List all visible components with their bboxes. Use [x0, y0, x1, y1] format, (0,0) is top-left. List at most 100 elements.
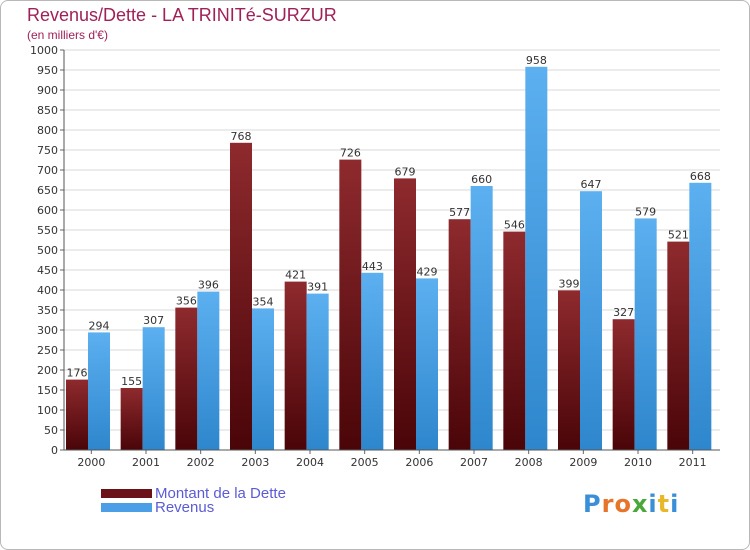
x-axis-ticks: 2000 2001 2002 2003 2004 2005 2006 2007 2008 2009… — [77, 450, 707, 469]
x-tick-label: 2008 — [515, 456, 543, 469]
value-label: 294 — [89, 319, 110, 332]
x-tick-label: 2010 — [624, 456, 652, 469]
x-tick-label: 2001 — [132, 456, 160, 469]
axes — [63, 50, 720, 451]
value-label: 429 — [417, 265, 438, 278]
value-label: 577 — [449, 206, 470, 219]
x-tick-label: 2009 — [569, 456, 597, 469]
y-tick-label: 800 — [37, 124, 58, 137]
value-label: 396 — [198, 279, 219, 292]
y-tick-label: 0 — [51, 444, 58, 457]
value-label: 155 — [121, 375, 142, 388]
value-label: 176 — [67, 367, 88, 380]
bar-dette — [667, 241, 690, 450]
y-tick-label: 650 — [37, 184, 58, 197]
chart-subtitle: (en milliers d'€) — [27, 28, 108, 42]
x-tick-label: 2000 — [77, 456, 105, 469]
bar-dette — [230, 142, 252, 451]
value-label: 546 — [504, 219, 525, 232]
value-label: 391 — [307, 281, 328, 294]
y-tick-label: 500 — [37, 244, 58, 257]
value-label: 307 — [143, 314, 164, 327]
proxiti-logo: Proxiti — [583, 490, 679, 518]
logo-letter: i — [648, 490, 658, 518]
y-tick-label: 600 — [37, 204, 58, 217]
bar-revenus — [689, 182, 712, 451]
value-label: 726 — [340, 147, 361, 160]
value-label: 327 — [613, 306, 634, 319]
bar-dette — [66, 379, 88, 450]
value-label: 443 — [362, 260, 383, 273]
bar-revenus — [580, 191, 602, 450]
bar-dette — [120, 388, 143, 450]
bar-revenus — [361, 272, 384, 450]
x-tick-label: 2006 — [405, 456, 433, 469]
y-tick-label: 100 — [37, 404, 58, 417]
y-tick-label: 400 — [37, 284, 58, 297]
x-tick-label: 2005 — [351, 456, 379, 469]
legend-label-dette: Montant de la Dette — [155, 485, 286, 502]
bar-revenus — [142, 327, 165, 450]
bar-dette — [612, 319, 635, 450]
y-tick-label: 850 — [37, 104, 58, 117]
bar-revenus — [525, 66, 548, 451]
value-label: 521 — [668, 229, 689, 242]
value-label: 958 — [526, 54, 547, 67]
legend-swatch-revenus — [101, 503, 152, 512]
y-tick-label: 200 — [37, 364, 58, 377]
bar-dette — [394, 178, 416, 450]
y-tick-label: 250 — [37, 344, 58, 357]
y-tick-label: 750 — [37, 144, 58, 157]
legend-swatch-dette — [101, 489, 152, 498]
logo-letter: x — [631, 490, 649, 518]
bar-dette — [284, 281, 307, 450]
chart-title: Revenus/Dette - LA TRINITé-SURZUR — [27, 5, 337, 25]
x-tick-label: 2011 — [679, 456, 707, 469]
bar-dette — [339, 159, 362, 450]
value-label: 399 — [559, 277, 580, 290]
x-tick-label: 2003 — [241, 456, 269, 469]
value-label: 579 — [635, 205, 656, 218]
bar-dette — [558, 290, 580, 450]
grid-lines — [64, 49, 720, 431]
logo-letter: i — [670, 490, 680, 518]
value-label: 768 — [231, 130, 252, 143]
logo-letter: o — [614, 490, 632, 518]
bar-dette — [448, 219, 471, 450]
value-label: 647 — [581, 178, 602, 191]
bar-revenus — [88, 332, 110, 450]
y-tick-label: 900 — [37, 84, 58, 97]
value-label: 668 — [690, 170, 711, 183]
logo-letter: r — [601, 490, 615, 518]
y-tick-label: 700 — [37, 164, 58, 177]
y-axis-ticks: 0 50 100 150 200 250 300 350 400 450 500 550 600 650 7… — [30, 44, 64, 457]
y-tick-label: 950 — [37, 64, 58, 77]
bar-dette — [503, 231, 526, 450]
y-tick-label: 50 — [44, 424, 58, 437]
bar-revenus — [306, 293, 329, 450]
y-tick-label: 300 — [37, 324, 58, 337]
y-tick-label: 1000 — [30, 44, 58, 57]
bar-dette — [175, 307, 198, 450]
bar-revenus — [470, 186, 493, 450]
bar-revenus — [252, 308, 274, 450]
value-label: 660 — [471, 173, 492, 186]
x-tick-label: 2002 — [187, 456, 215, 469]
logo-letter: P — [583, 490, 602, 518]
value-label: 421 — [285, 269, 306, 282]
bars — [66, 66, 712, 451]
legend-label-revenus: Revenus — [155, 499, 215, 516]
value-label: 356 — [176, 295, 197, 308]
bar-revenus — [634, 218, 657, 450]
y-tick-label: 450 — [37, 264, 58, 277]
value-label: 354 — [253, 295, 274, 308]
value-label: 679 — [395, 165, 416, 178]
y-tick-label: 350 — [37, 304, 58, 317]
bar-revenus — [416, 278, 438, 450]
bar-revenus — [197, 291, 220, 450]
y-tick-label: 150 — [37, 384, 58, 397]
logo-letter: t — [657, 490, 671, 518]
x-tick-label: 2007 — [460, 456, 488, 469]
